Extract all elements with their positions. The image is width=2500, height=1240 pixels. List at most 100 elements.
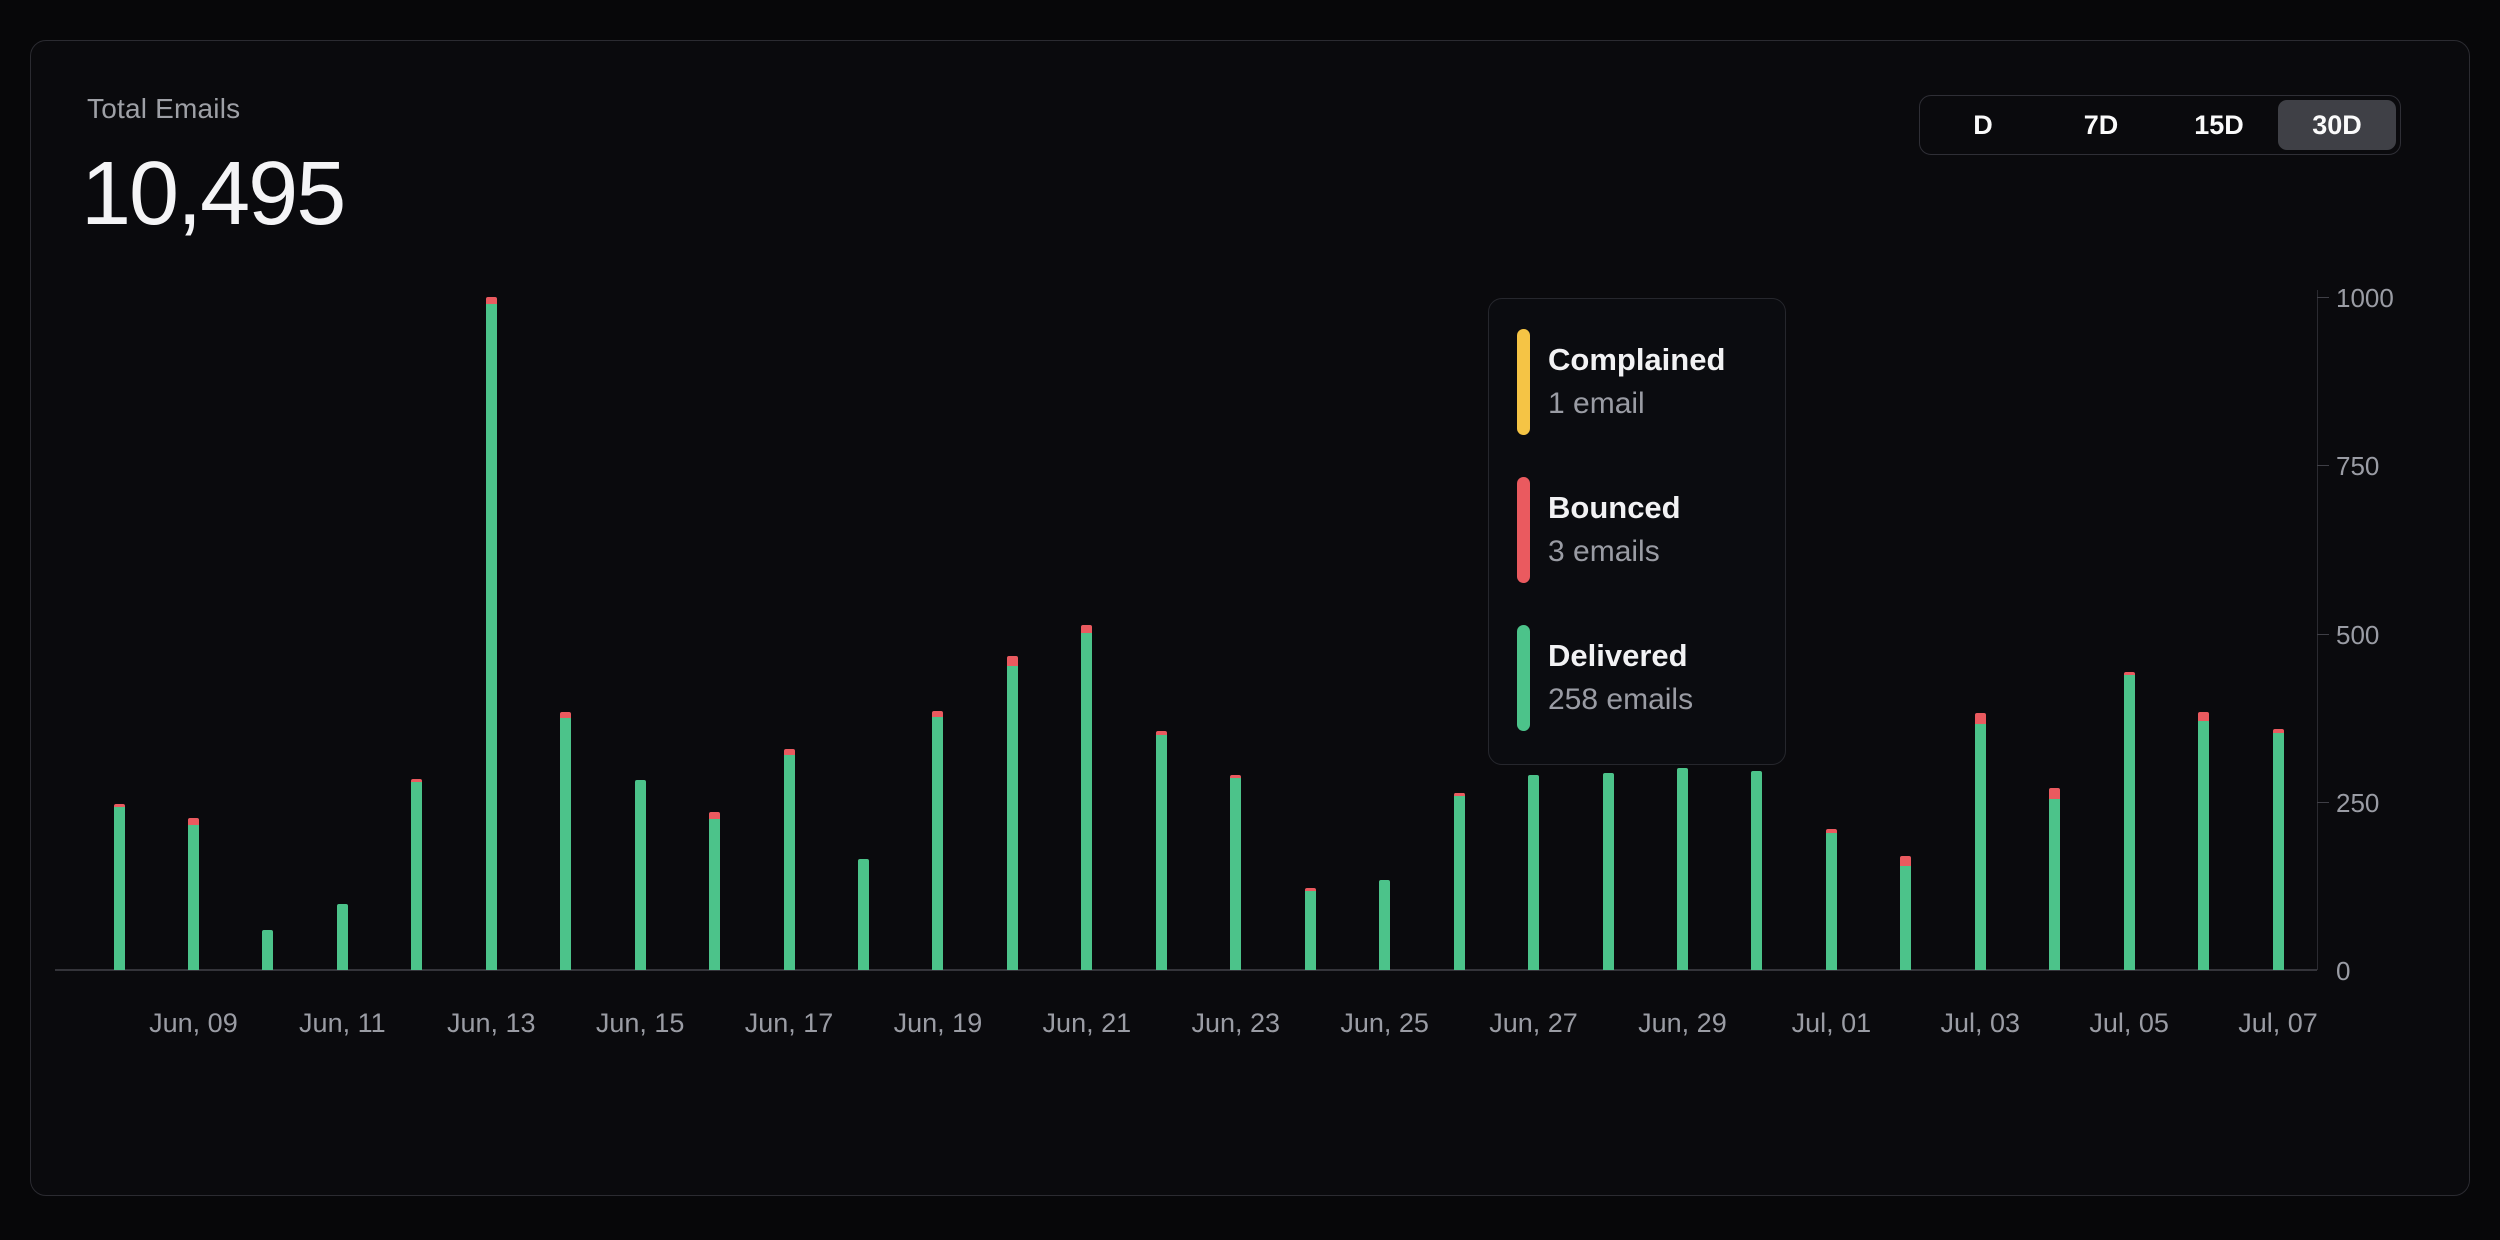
tooltip-row-delivered: Delivered 258 emails bbox=[1517, 625, 1761, 731]
bar-segment bbox=[485, 304, 497, 970]
x-axis-label: Jun, 27 bbox=[1489, 1008, 1578, 1038]
bar-segment bbox=[2198, 720, 2210, 970]
bar-segment bbox=[932, 710, 944, 717]
bounced-color-pill bbox=[1517, 477, 1530, 583]
bar-jul-03[interactable] bbox=[1974, 712, 1986, 970]
bar-jun-21[interactable] bbox=[1081, 625, 1093, 970]
bar-jun-24[interactable] bbox=[1304, 887, 1316, 970]
x-axis-label: Jun, 17 bbox=[744, 1008, 834, 1038]
bar-jun-29[interactable] bbox=[1676, 768, 1688, 970]
bar-segment bbox=[187, 817, 199, 825]
tooltip-value: 1 email bbox=[1548, 387, 1645, 420]
bar-jun-12[interactable] bbox=[411, 778, 423, 970]
bar-jun-09[interactable] bbox=[187, 817, 199, 970]
range-selector: D 7D 15D 30D bbox=[1919, 95, 2401, 155]
bar-segment bbox=[2049, 799, 2061, 970]
bar-segment bbox=[560, 718, 572, 970]
y-axis-tick bbox=[2317, 465, 2329, 467]
tooltip-label: Complained bbox=[1548, 342, 1726, 377]
bar-jun-23[interactable] bbox=[1230, 774, 1242, 970]
x-axis-label: Jun, 11 bbox=[299, 1008, 386, 1038]
bar-jun-28[interactable] bbox=[1602, 773, 1614, 970]
complained-color-pill bbox=[1517, 329, 1530, 435]
bar-jun-26[interactable] bbox=[1453, 792, 1465, 970]
bar-segment bbox=[1379, 879, 1391, 970]
bar-jul-01[interactable] bbox=[1825, 828, 1837, 970]
bar-segment bbox=[2123, 675, 2135, 970]
bar-segment bbox=[485, 297, 497, 305]
total-emails-card: Total Emails 10,495 D 7D 15D 30D bbox=[30, 40, 2470, 1196]
bar-segment bbox=[1081, 625, 1093, 633]
bar-segment bbox=[262, 929, 274, 970]
range-button-15d[interactable]: 15D bbox=[2160, 100, 2278, 150]
bar-jul-06[interactable] bbox=[2198, 712, 2210, 970]
bar-segment bbox=[2049, 787, 2061, 800]
bar-segment bbox=[2198, 712, 2210, 721]
bar-jun-19[interactable] bbox=[932, 710, 944, 970]
x-axis-label: Jun, 19 bbox=[893, 1008, 983, 1038]
bar-segment bbox=[783, 748, 795, 756]
bar-jun-18[interactable] bbox=[858, 858, 869, 970]
tooltip-label: Delivered bbox=[1548, 638, 1688, 673]
bar-segment bbox=[1081, 632, 1093, 970]
bar-jun-10[interactable] bbox=[262, 929, 274, 970]
bar-segment bbox=[411, 778, 423, 783]
range-button-d[interactable]: D bbox=[1924, 100, 2042, 150]
y-axis-tick bbox=[2317, 297, 2329, 298]
x-axis-label: Jun, 29 bbox=[1638, 1008, 1727, 1038]
bar-segment bbox=[1528, 774, 1540, 970]
x-axis-label: Jul, 07 bbox=[2238, 1008, 2318, 1038]
bar-jun-14[interactable] bbox=[560, 712, 572, 970]
bar-jul-02[interactable] bbox=[1900, 856, 1912, 970]
bar-jul-07[interactable] bbox=[2272, 729, 2284, 970]
y-axis-label: 250 bbox=[2336, 787, 2380, 818]
bar-segment bbox=[1230, 774, 1242, 779]
x-axis-label: Jun, 25 bbox=[1340, 1008, 1429, 1038]
bar-segment bbox=[783, 755, 795, 970]
bar-segment bbox=[1155, 731, 1167, 736]
tooltip-label: Bounced bbox=[1548, 490, 1681, 525]
tooltip-value: 3 emails bbox=[1548, 535, 1660, 568]
bar-segment bbox=[2272, 733, 2284, 970]
bar-jul-05[interactable] bbox=[2123, 672, 2135, 970]
x-axis-label: Jun, 15 bbox=[595, 1008, 685, 1038]
bar-segment bbox=[1900, 866, 1912, 970]
bar-segment bbox=[336, 904, 348, 970]
bar-jun-27[interactable] bbox=[1528, 774, 1540, 970]
bar-segment bbox=[411, 782, 423, 970]
y-axis-label: 1000 bbox=[2336, 283, 2394, 313]
bar-segment bbox=[1825, 832, 1837, 970]
bar-jun-25[interactable] bbox=[1379, 879, 1391, 970]
x-axis-label: Jun, 21 bbox=[1042, 1008, 1132, 1038]
bar-jun-11[interactable] bbox=[336, 904, 348, 970]
bar-jun-30[interactable] bbox=[1751, 770, 1763, 970]
bar-jun-13[interactable] bbox=[485, 297, 497, 970]
range-button-30d[interactable]: 30D bbox=[2278, 100, 2396, 150]
bar-segment bbox=[709, 819, 721, 970]
x-axis-label: Jun, 13 bbox=[446, 1008, 536, 1038]
bar-jun-16[interactable] bbox=[709, 811, 721, 970]
bar-segment bbox=[2272, 729, 2284, 734]
x-axis-line bbox=[55, 969, 2317, 971]
bar-segment bbox=[634, 780, 646, 970]
x-axis-label: Jul, 05 bbox=[2089, 1008, 2169, 1038]
bar-jul-04[interactable] bbox=[2049, 787, 2061, 970]
tooltip-value: 258 emails bbox=[1548, 683, 1694, 716]
bar-jun-08[interactable] bbox=[113, 804, 125, 970]
card-title: Total Emails bbox=[87, 93, 241, 124]
bar-segment bbox=[1676, 768, 1688, 970]
bar-jun-17[interactable] bbox=[783, 748, 795, 970]
bar-segment bbox=[709, 811, 721, 820]
bar-jun-20[interactable] bbox=[1006, 656, 1018, 970]
y-axis-tick bbox=[2317, 801, 2329, 803]
bar-segment bbox=[113, 804, 125, 808]
x-axis-label: Jun, 09 bbox=[149, 1008, 238, 1038]
y-axis-tick bbox=[2317, 633, 2329, 635]
chart-tooltip: Complained 1 email Bounced 3 emails Deli… bbox=[1488, 298, 1786, 765]
bar-jun-15[interactable] bbox=[634, 780, 646, 970]
range-button-7d[interactable]: 7D bbox=[2042, 100, 2160, 150]
total-emails-value: 10,495 bbox=[81, 144, 346, 244]
bar-segment bbox=[113, 807, 125, 970]
x-axis-label: Jun, 23 bbox=[1191, 1008, 1281, 1038]
bar-jun-22[interactable] bbox=[1155, 731, 1167, 970]
